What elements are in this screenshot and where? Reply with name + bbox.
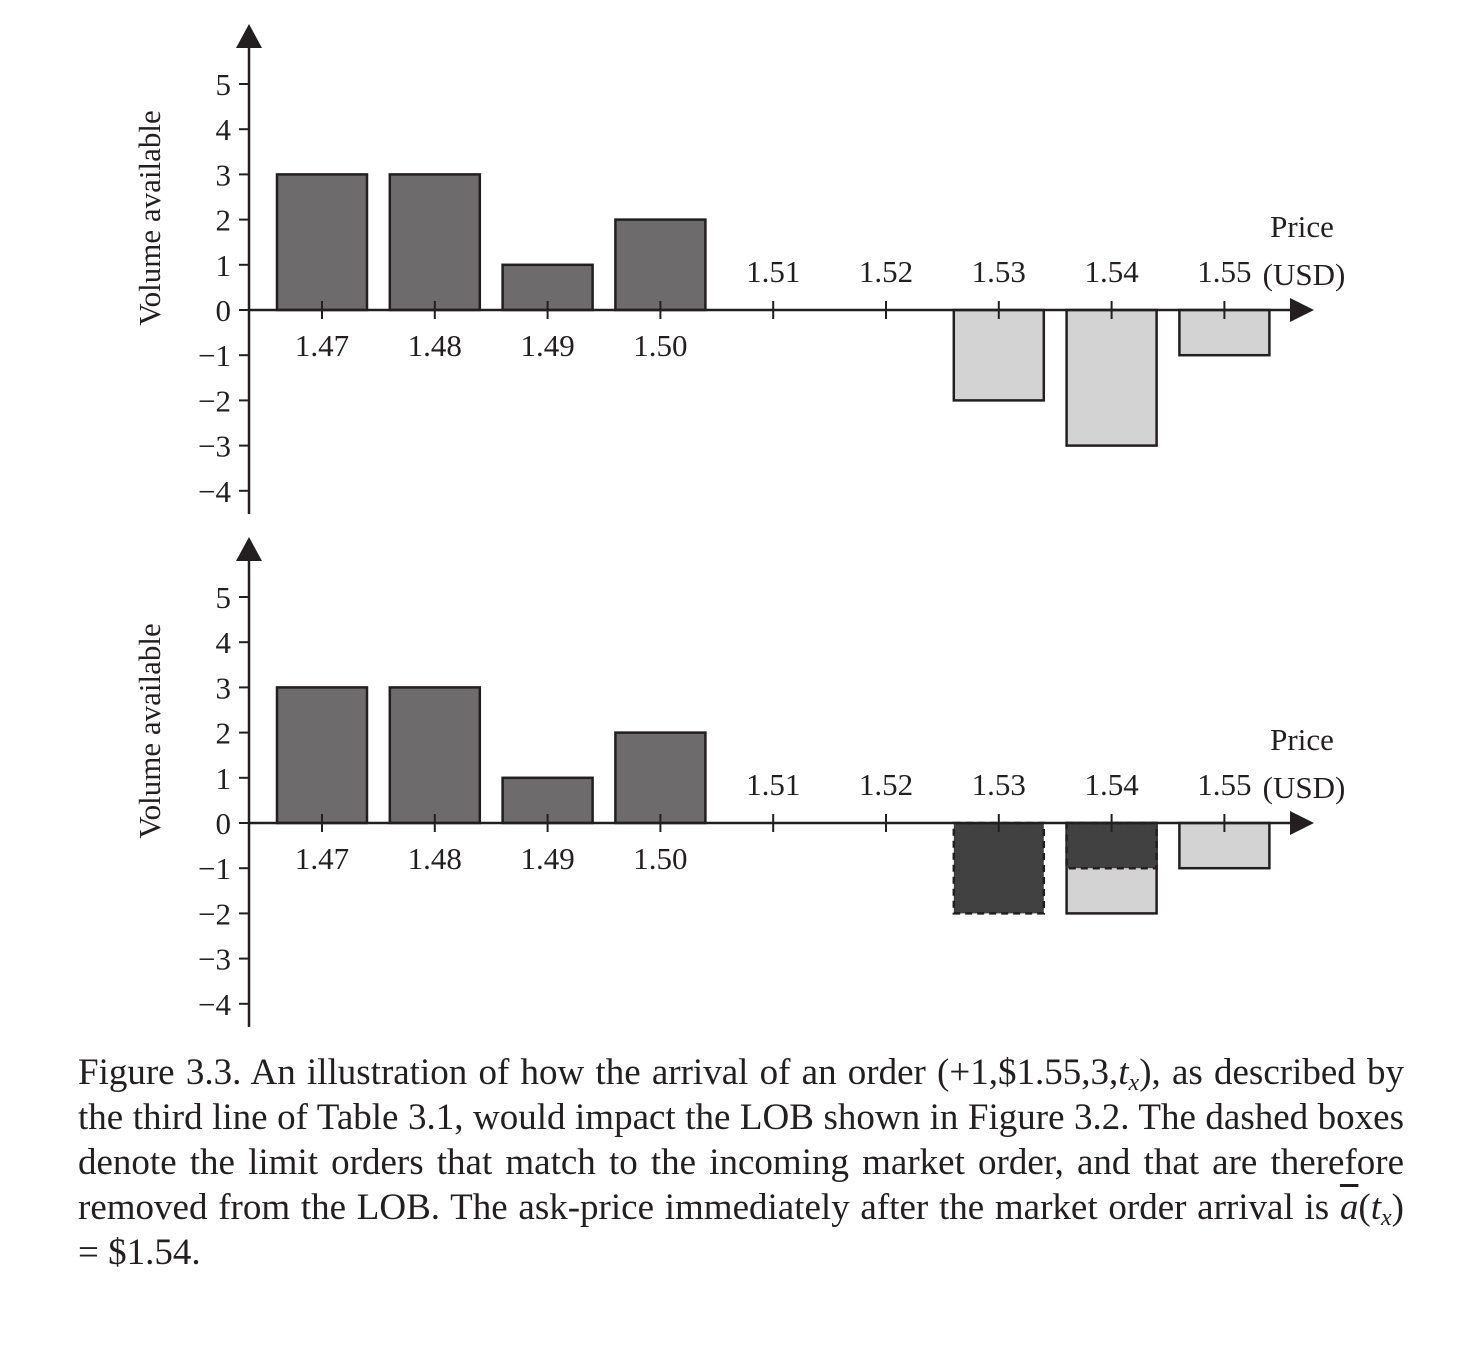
caption-t-var2: t xyxy=(1370,1187,1382,1228)
ask-bar-1.53 xyxy=(952,308,1046,402)
x-tick-label: 1.47 xyxy=(295,841,349,876)
x-axis-title-line2: (USD) xyxy=(1263,770,1346,805)
x-tick-label: 1.48 xyxy=(408,328,462,363)
y-axis-arrow-icon xyxy=(236,24,262,48)
x-tick-label: 1.51 xyxy=(746,767,800,802)
bid-bar-1.50 xyxy=(614,218,707,312)
x-axis-arrow-icon xyxy=(1290,298,1314,322)
y-tick-label: 5 xyxy=(216,580,232,615)
caption-part3: ) = $1.54. xyxy=(78,1187,1404,1273)
y-axis-title: Volume available xyxy=(132,110,167,326)
removed-order-box-1.53 xyxy=(952,821,1046,915)
y-axis-arrow-icon xyxy=(236,537,262,561)
y-tick-label: 4 xyxy=(216,625,232,660)
x-tick-label: 1.55 xyxy=(1197,767,1251,802)
caption-t-sub2: x xyxy=(1381,1205,1392,1231)
caption-t-sub: x xyxy=(1128,1070,1140,1096)
top-panel: 5 4 3 2 1 0 −1 −2 −3 −4 1.47 1.48 1.49 1.50 1.51 1.52 1.… xyxy=(132,24,1345,514)
y-tick-label: −1 xyxy=(198,851,231,886)
x-tick-label: 1.49 xyxy=(520,841,574,876)
caption-part1: Figure 3.3. An illustration of how the a… xyxy=(78,1052,1119,1093)
y-tick-label: −4 xyxy=(198,474,231,509)
y-tick-label: 0 xyxy=(216,293,232,328)
caption-t-var: t xyxy=(1118,1052,1129,1093)
y-tick-label: −2 xyxy=(198,896,231,931)
y-tick-label: 3 xyxy=(216,157,232,192)
bid-bar-1.50 xyxy=(614,731,707,825)
x-tick-label: 1.53 xyxy=(972,254,1026,289)
x-tick-label: 1.53 xyxy=(972,767,1026,802)
ask-bar-1.54 xyxy=(1065,308,1158,447)
x-tick-label: 1.54 xyxy=(1084,254,1139,289)
x-tick-label: 1.47 xyxy=(295,328,349,363)
x-tick-label: 1.48 xyxy=(408,841,462,876)
x-tick-label: 1.50 xyxy=(633,328,687,363)
x-tick-label: 1.54 xyxy=(1084,767,1139,802)
y-tick-label: −3 xyxy=(198,429,231,464)
lob-figure: 5 4 3 2 1 0 −1 −2 −3 −4 1.47 1.48 1.49 1.50 1.51 1.52 1.… xyxy=(132,24,1345,1027)
y-tick-label: 1 xyxy=(216,761,232,796)
y-tick-label: −1 xyxy=(198,338,231,373)
x-tick-label: 1.49 xyxy=(520,328,574,363)
x-tick-label: 1.52 xyxy=(859,767,913,802)
y-tick-label: 1 xyxy=(216,248,232,283)
y-tick-label: −4 xyxy=(198,987,231,1022)
y-tick-label: −2 xyxy=(198,383,231,418)
y-tick-label: 2 xyxy=(216,716,232,751)
x-tick-label: 1.50 xyxy=(633,841,687,876)
y-tick-label: 4 xyxy=(216,112,232,147)
figure-caption: Figure 3.3. An illustration of how the a… xyxy=(78,1050,1404,1275)
x-axis-title-line2: (USD) xyxy=(1263,257,1346,292)
y-axis-title: Volume available xyxy=(132,623,167,839)
bid-bar-1.48 xyxy=(388,173,482,312)
caption-a-bar: a xyxy=(1339,1187,1359,1228)
y-tick-label: −3 xyxy=(198,942,231,977)
bottom-panel: 5 4 3 2 1 0 −1 −2 −3 −4 1.47 1.48 1.49 1.50 1.51 1.52 1.… xyxy=(132,537,1345,1027)
y-tick-label: 3 xyxy=(216,670,232,705)
x-axis-title-line1: Price xyxy=(1270,722,1334,757)
x-tick-label: 1.52 xyxy=(859,254,913,289)
x-tick-label: 1.55 xyxy=(1197,254,1251,289)
caption-paren: ( xyxy=(1358,1187,1371,1228)
y-tick-label: 5 xyxy=(216,67,232,102)
y-tick-label: 0 xyxy=(216,806,232,841)
bid-bar-1.47 xyxy=(275,173,369,312)
y-tick-label: 2 xyxy=(216,203,232,238)
x-axis-arrow-icon xyxy=(1290,811,1314,835)
bid-bar-1.48 xyxy=(388,686,482,825)
bid-bar-1.47 xyxy=(275,686,369,825)
x-axis-title-line1: Price xyxy=(1270,209,1334,244)
x-tick-label: 1.51 xyxy=(746,254,800,289)
caption-part2: ), as described by the third line of Tab… xyxy=(78,1052,1404,1228)
